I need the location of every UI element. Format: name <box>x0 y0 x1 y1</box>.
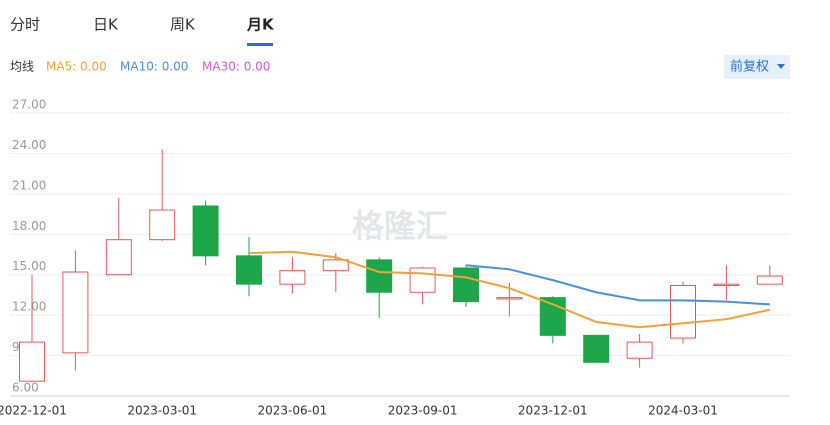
tab[interactable]: 分时 <box>10 16 40 34</box>
dropdown-arrow <box>777 64 785 69</box>
candle-body <box>670 284 696 339</box>
x-tick-label: 2023-06-01 <box>258 404 328 418</box>
y-tick-label: 15.00 <box>12 259 46 273</box>
y-tick-label: 27.00 <box>12 98 46 112</box>
x-tick-label: 2023-09-01 <box>388 404 458 418</box>
candle-body <box>756 275 783 285</box>
candle-body <box>713 283 740 286</box>
x-tick-label: 2023-12-01 <box>518 404 588 418</box>
tab[interactable]: 周K <box>170 16 196 34</box>
legend-item: MA30: 0.00 <box>202 60 270 74</box>
y-tick-label: 18.00 <box>12 219 46 233</box>
candle-body <box>279 270 306 285</box>
legend-item: MA10: 0.00 <box>120 60 188 74</box>
candle-body <box>496 297 523 300</box>
candle-body <box>149 209 176 241</box>
candle-body <box>366 259 393 293</box>
adjust-button[interactable] <box>724 55 790 79</box>
tab-active[interactable]: 月K <box>246 16 275 34</box>
candle-body <box>626 341 653 359</box>
ma-label: 均线 <box>10 60 34 74</box>
y-tick-label: 12.00 <box>12 300 46 314</box>
adjust-button-label[interactable]: 前复权 <box>730 59 769 75</box>
candle-body <box>583 334 610 363</box>
candle-body <box>62 271 89 354</box>
candle-body <box>453 267 479 303</box>
candle-body <box>105 239 132 276</box>
y-tick-label: 6.00 <box>12 381 39 395</box>
y-tick-label: 24.00 <box>12 138 46 152</box>
watermark: 格隆汇 <box>352 207 448 245</box>
candle-body <box>236 255 262 285</box>
x-tick-label: 2023-03-01 <box>127 404 197 418</box>
candle-body <box>409 267 436 293</box>
candle-body <box>192 205 219 257</box>
tab[interactable]: 日K <box>93 16 119 34</box>
tab-underline <box>247 43 273 46</box>
x-tick-label: 2022-12-01 <box>0 404 67 418</box>
x-tick-label: 2024-03-01 <box>648 404 718 418</box>
candle-body <box>539 297 566 336</box>
y-tick-label: 21.00 <box>12 178 46 192</box>
ma-line <box>465 264 770 306</box>
candle-body <box>322 259 349 272</box>
candle-body <box>19 341 45 382</box>
legend-item: MA5: 0.00 <box>46 60 107 74</box>
ma-line <box>248 250 771 329</box>
